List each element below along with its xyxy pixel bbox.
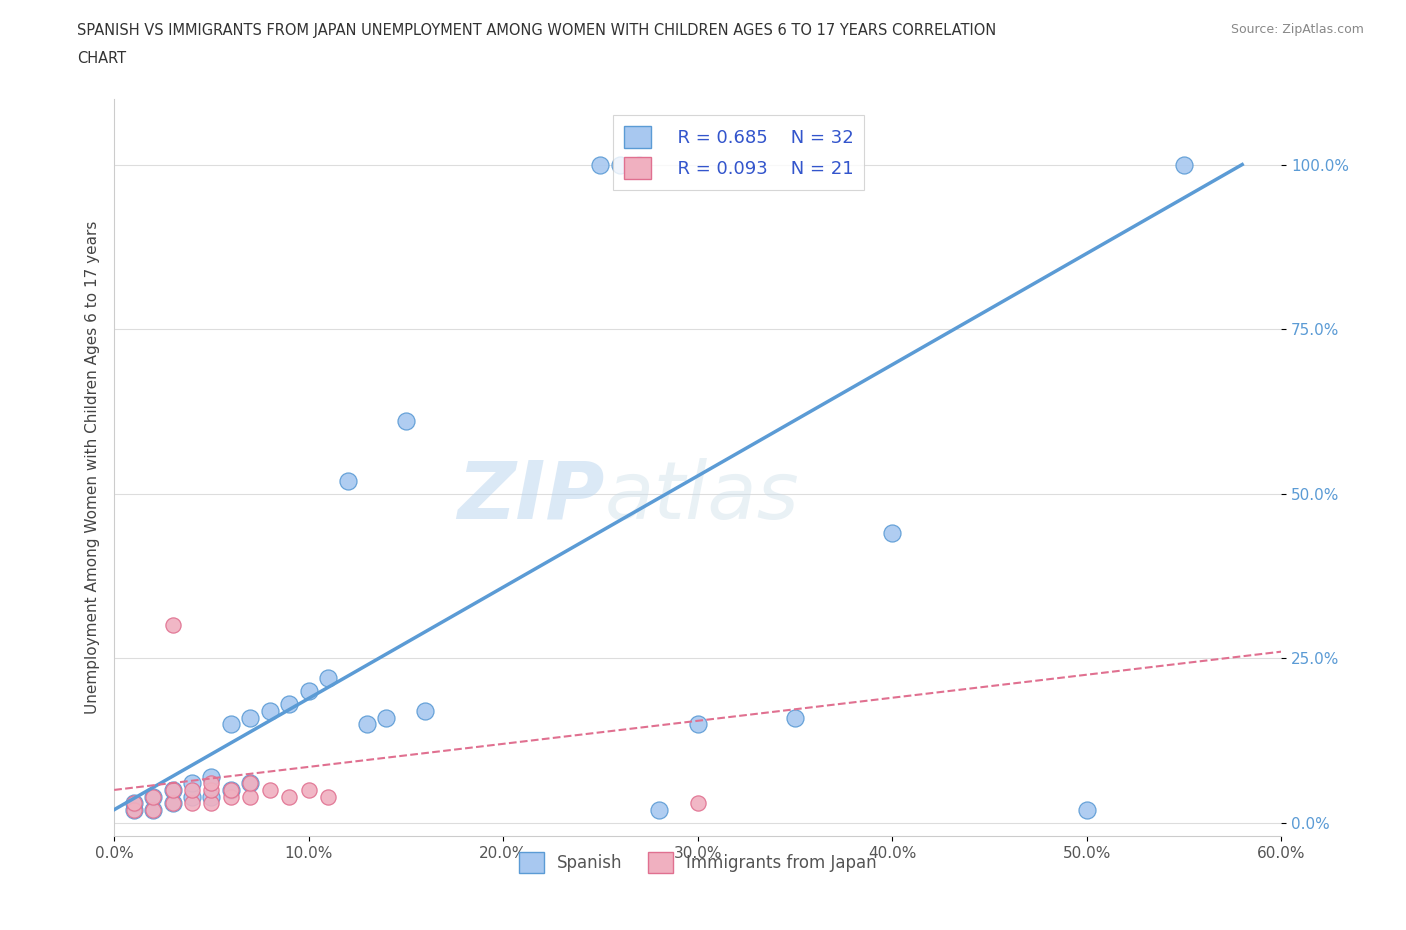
Point xyxy=(219,782,242,797)
Text: Source: ZipAtlas.com: Source: ZipAtlas.com xyxy=(1230,23,1364,36)
Point xyxy=(316,789,339,804)
Point xyxy=(200,776,222,790)
Point xyxy=(783,711,806,725)
Point xyxy=(589,157,612,172)
Point xyxy=(259,703,281,718)
Point xyxy=(375,711,398,725)
Point xyxy=(219,789,242,804)
Point xyxy=(356,717,378,732)
Point xyxy=(259,782,281,797)
Point xyxy=(239,789,262,804)
Point xyxy=(316,671,339,685)
Point xyxy=(239,776,262,790)
Point xyxy=(395,414,418,429)
Point xyxy=(122,796,145,811)
Point xyxy=(298,684,321,698)
Point xyxy=(278,697,301,711)
Point xyxy=(648,803,671,817)
Point xyxy=(609,157,631,172)
Point xyxy=(162,782,184,797)
Point xyxy=(142,789,165,804)
Point xyxy=(162,796,184,811)
Point xyxy=(142,803,165,817)
Point xyxy=(628,157,651,172)
Point xyxy=(142,803,165,817)
Point xyxy=(181,796,204,811)
Point xyxy=(122,803,145,817)
Text: ZIP: ZIP xyxy=(457,458,605,536)
Point xyxy=(239,776,262,790)
Point xyxy=(219,717,242,732)
Point xyxy=(162,796,184,811)
Point xyxy=(336,473,359,488)
Point xyxy=(200,769,222,784)
Text: atlas: atlas xyxy=(605,458,799,536)
Point xyxy=(239,711,262,725)
Point xyxy=(142,789,165,804)
Point xyxy=(200,782,222,797)
Text: SPANISH VS IMMIGRANTS FROM JAPAN UNEMPLOYMENT AMONG WOMEN WITH CHILDREN AGES 6 T: SPANISH VS IMMIGRANTS FROM JAPAN UNEMPLO… xyxy=(77,23,997,38)
Point xyxy=(415,703,437,718)
Point xyxy=(298,782,321,797)
Point xyxy=(1076,803,1098,817)
Point xyxy=(162,782,184,797)
Point xyxy=(181,776,204,790)
Point xyxy=(200,789,222,804)
Point xyxy=(122,796,145,811)
Point xyxy=(686,796,709,811)
Point xyxy=(686,717,709,732)
Point xyxy=(181,789,204,804)
Point xyxy=(219,782,242,797)
Point xyxy=(278,789,301,804)
Point xyxy=(122,803,145,817)
Legend: Spanish, Immigrants from Japan: Spanish, Immigrants from Japan xyxy=(512,845,883,879)
Text: CHART: CHART xyxy=(77,51,127,66)
Y-axis label: Unemployment Among Women with Children Ages 6 to 17 years: Unemployment Among Women with Children A… xyxy=(86,220,100,714)
Point xyxy=(1173,157,1195,172)
Point xyxy=(162,618,184,632)
Point xyxy=(200,796,222,811)
Point xyxy=(882,525,904,540)
Point xyxy=(181,782,204,797)
